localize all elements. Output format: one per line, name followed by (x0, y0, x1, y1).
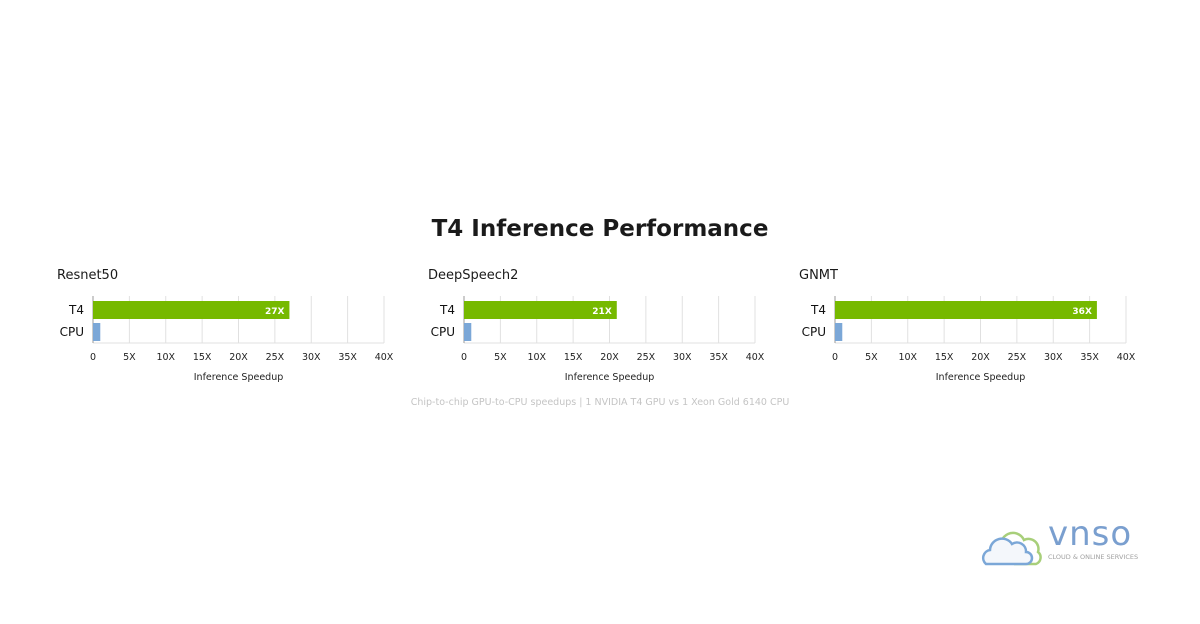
bar-data-label: 21X (592, 307, 612, 317)
logo-wordmark: vnso (1048, 514, 1133, 554)
logo-tagline: CLOUD & ONLINE SERVICES (1048, 553, 1139, 561)
x-tick-label: 0 (832, 352, 838, 363)
bar-cpu (93, 323, 101, 341)
x-tick-label: 40X (375, 352, 394, 363)
x-tick-label: 15X (564, 352, 583, 363)
y-category-label: T4 (439, 303, 455, 317)
x-axis-label: Inference Speedup (194, 372, 284, 383)
chart-panel-gnmt: GNMT 0 5X 10X 15X 20X 25X 30X 35X 40X T4 36X CPU Infe… (799, 266, 1159, 391)
panel-title: Resnet50 (57, 268, 119, 283)
footnote: Chip-to-chip GPU-to-CPU speedups | 1 NVI… (410, 397, 790, 408)
x-tick-label: 15X (935, 352, 954, 363)
x-tick-label: 10X (527, 352, 546, 363)
x-tick-label: 35X (1080, 352, 1099, 363)
bar-t4 (93, 301, 290, 319)
y-category-label: T4 (810, 303, 826, 317)
x-tick-label: 35X (338, 352, 357, 363)
x-tick-label: 25X (266, 352, 285, 363)
bar-cpu (835, 323, 843, 341)
y-category-label: CPU (60, 325, 84, 339)
bar-cpu (464, 323, 472, 341)
bar-data-label: 36X (1072, 307, 1092, 317)
y-category-label: CPU (802, 325, 826, 339)
x-tick-label: 20X (229, 352, 248, 363)
x-tick-label: 30X (673, 352, 692, 363)
x-tick-label: 0 (90, 352, 96, 363)
panel-title: GNMT (799, 268, 838, 283)
x-tick-label: 40X (746, 352, 765, 363)
chart-panel-resnet50: Resnet50 0 5X 10X 15X 20X 25X 30X 35X 40X T4 27X CPU… (57, 266, 417, 391)
bar-chart: 0 5X 10X 15X 20X 25X 30X 35X 40X T4 27X CPU Inferenc… (60, 296, 394, 383)
x-tick-label: 25X (1008, 352, 1027, 363)
x-tick-label: 10X (156, 352, 175, 363)
x-tick-label: 35X (709, 352, 728, 363)
cloud-icon (981, 531, 1042, 566)
x-tick-label: 10X (898, 352, 917, 363)
bar-data-label: 27X (265, 307, 285, 317)
x-tick-label: 5X (123, 352, 136, 363)
x-tick-label: 20X (600, 352, 619, 363)
vnso-logo: vnso CLOUD & ONLINE SERVICES (980, 514, 1150, 570)
x-tick-label: 0 (461, 352, 467, 363)
x-tick-label: 30X (1044, 352, 1063, 363)
x-tick-label: 5X (865, 352, 878, 363)
x-tick-label: 30X (302, 352, 321, 363)
chart-panel-deepspeech2: DeepSpeech2 0 5X 10X 15X 20X 25X 30X 35X 40X T4 21X… (428, 266, 788, 391)
y-category-label: T4 (68, 303, 84, 317)
x-axis-label: Inference Speedup (565, 372, 655, 383)
x-tick-label: 40X (1117, 352, 1136, 363)
y-category-label: CPU (431, 325, 455, 339)
panel-title: DeepSpeech2 (428, 268, 519, 283)
x-tick-label: 5X (494, 352, 507, 363)
x-tick-label: 15X (193, 352, 212, 363)
chart-title: T4 Inference Performance (431, 216, 769, 242)
bar-t4 (464, 301, 617, 319)
x-tick-label: 25X (637, 352, 656, 363)
bar-t4 (835, 301, 1097, 319)
bar-chart: 0 5X 10X 15X 20X 25X 30X 35X 40X T4 21X CPU Inferenc… (431, 296, 765, 383)
x-axis-label: Inference Speedup (936, 372, 1026, 383)
x-tick-label: 20X (971, 352, 990, 363)
bar-chart: 0 5X 10X 15X 20X 25X 30X 35X 40X T4 36X CPU Inferenc… (802, 296, 1136, 383)
